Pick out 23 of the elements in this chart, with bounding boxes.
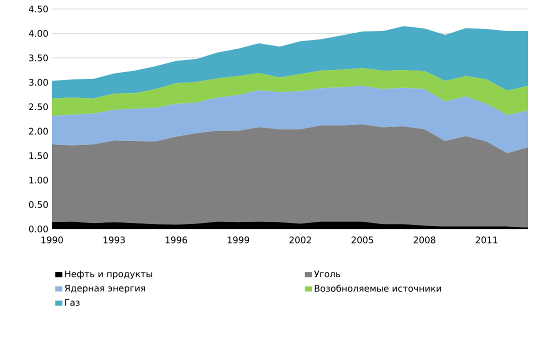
y-tick-label: 3.00 [29, 78, 48, 86]
y-tick-label: 2.50 [29, 103, 48, 110]
y-tick-label: 2.00 [29, 128, 48, 135]
y-tick-label: 0.50 [29, 201, 48, 208]
x-tick-label: 1993 [104, 236, 125, 244]
y-tick-label: 4.50 [28, 6, 48, 12]
legend-label: Нефть и продукты [65, 270, 152, 280]
legend-label: Газ [65, 299, 80, 306]
y-tick-label: 0.00 [29, 226, 48, 232]
y-tick-label: 1.50 [29, 152, 48, 160]
x-tick-label: 1999 [228, 236, 250, 244]
legend-label: Ядерная энергия [64, 284, 146, 294]
x-tick-label: 1990 [42, 236, 63, 244]
x-tick-label: 2008 [414, 236, 436, 244]
x-tick-label: 2011 [476, 236, 498, 244]
x-tick-label: 1996 [166, 236, 188, 244]
legend-label: Возобноляемые источники [314, 284, 441, 292]
y-tick-label: 1.00 [29, 176, 48, 184]
y-tick-label: 3.50 [29, 54, 48, 62]
legend-label: Уголь [314, 270, 340, 278]
x-tick-label: 2002 [290, 236, 311, 244]
x-tick-label: 2005 [352, 236, 374, 244]
y-tick-label: 4.00 [28, 30, 48, 37]
